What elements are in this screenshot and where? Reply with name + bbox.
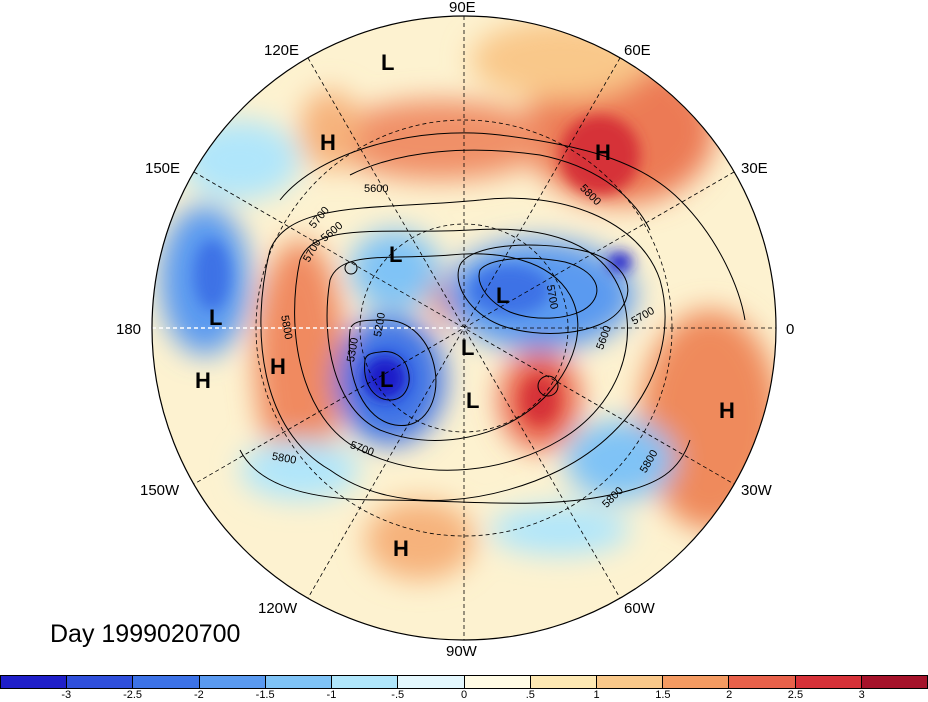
colorbar-segment [861, 676, 928, 688]
colorbar-tick-label: 2 [726, 689, 733, 701]
colorbar-segment [530, 676, 597, 688]
colorbar-tick-label: -1.5 [255, 689, 275, 701]
longitude-label: 180 [116, 321, 141, 338]
colorbar-segment [464, 676, 531, 688]
colorbar-tick-label: -1 [326, 689, 337, 701]
longitude-label: 60E [624, 42, 651, 59]
pressure-center-label: L [389, 242, 402, 267]
colorbar-tick-label: .5 [525, 689, 535, 701]
pressure-center-label: H [195, 368, 211, 393]
pressure-center-label: L [461, 335, 474, 360]
pressure-center-label: H [320, 130, 336, 155]
longitude-label: 0 [786, 321, 794, 338]
colorbar-tick-label: -2 [193, 689, 204, 701]
longitude-label: 150W [140, 482, 180, 499]
height-contours [239, 132, 746, 504]
contour-label: 5800 [271, 451, 297, 467]
colorbar-tick-label: -.5 [391, 689, 405, 701]
pressure-center-label: H [393, 536, 409, 561]
longitude-label: 30W [741, 482, 773, 499]
longitude-labels: 90E 60E 30E 0 30W 60W 90W 120W 150W 180 … [116, 0, 794, 660]
colorbar-segment [663, 676, 730, 688]
colorbar-labels: -3 -2.5 -2 -1.5 -1 -.5 0 .5 1 1.5 2 2.5 3 [0, 689, 928, 702]
colorbar-segment [332, 676, 399, 688]
colorbar-tick-label: 1.5 [655, 689, 671, 701]
colorbar-segment [596, 676, 664, 688]
contour-label: 5800 [278, 314, 294, 340]
longitude-label: 30E [741, 160, 768, 177]
colorbar-segment [199, 676, 266, 688]
colorbar-tick-label: 3 [858, 689, 865, 701]
longitude-label: 90E [449, 0, 476, 16]
contour-label: 5300 [345, 337, 361, 363]
longitude-label: 90W [446, 643, 478, 660]
colorbar-segment [1, 676, 68, 688]
colorbar-segment [67, 676, 134, 688]
pressure-center-label: H [719, 398, 735, 423]
anomaly-field [152, 16, 776, 640]
colorbar-tick-label: -3 [61, 689, 72, 701]
longitude-label: 120W [258, 600, 298, 617]
colorbar-tick-label: -2.5 [123, 689, 143, 701]
colorbar [0, 675, 928, 689]
longitude-label: 150E [145, 160, 180, 177]
map-boundary [151, 15, 777, 641]
pressure-centers: L H H L L L L L L H H H H [195, 50, 735, 561]
pressure-center-label: L [466, 388, 479, 413]
colorbar-segment [795, 676, 862, 688]
colorbar-segment [133, 676, 200, 688]
colorbar-segment [398, 676, 465, 688]
colorbar-segment [265, 676, 333, 688]
pressure-center-label: H [595, 140, 611, 165]
contour-label: 5700 [544, 284, 560, 310]
date-title: Day 1999020700 [50, 620, 241, 648]
pressure-center-label: L [381, 50, 394, 75]
longitude-label: 60W [624, 600, 656, 617]
colorbar-tick-label: 1 [593, 689, 600, 701]
colorbar-segment [729, 676, 796, 688]
colorbar-tick-label: 0 [460, 689, 468, 701]
longitude-label: 120E [264, 42, 299, 59]
contour-label: 5200 [372, 312, 388, 338]
pressure-center-label: L [496, 283, 509, 308]
pressure-center-label: L [380, 367, 393, 392]
colorbar-tick-label: 2.5 [787, 689, 804, 701]
pressure-center-label: H [270, 354, 286, 379]
contour-label: 5600 [364, 183, 388, 195]
pressure-center-label: L [209, 305, 222, 330]
